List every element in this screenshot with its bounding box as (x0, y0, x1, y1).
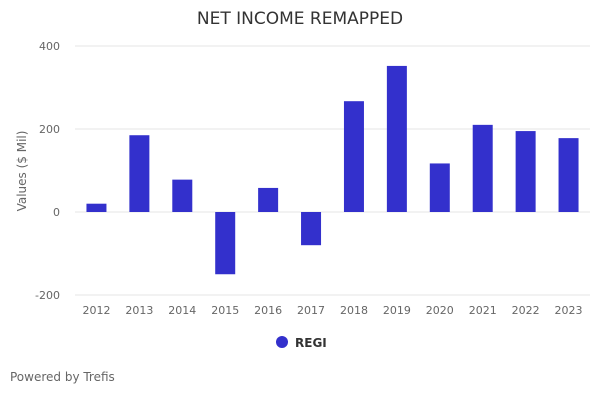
bar-2015[interactable] (215, 212, 236, 275)
y-axis-ticks: 400 200 0 -200 (35, 40, 60, 302)
x-tick-label: 2017 (297, 304, 325, 317)
x-tick-label: 2019 (383, 304, 411, 317)
legend-marker-regi (276, 336, 288, 348)
bar-2022[interactable] (515, 131, 536, 212)
legend-label-regi: REGI (295, 336, 327, 350)
x-tick-label: 2022 (512, 304, 540, 317)
x-tick-label: 2015 (211, 304, 239, 317)
bars (86, 65, 579, 275)
bar-2012[interactable] (86, 203, 107, 212)
x-tick-label: 2023 (555, 304, 583, 317)
bar-2014[interactable] (172, 179, 193, 212)
y-tick-label: 0 (53, 206, 60, 219)
x-tick-label: 2014 (168, 304, 196, 317)
credit-text: Powered by Trefis (10, 370, 115, 384)
bar-2018[interactable] (343, 101, 364, 212)
x-tick-label: 2021 (469, 304, 497, 317)
bar-2019[interactable] (386, 65, 407, 212)
bar-2023[interactable] (558, 138, 579, 212)
x-tick-label: 2013 (125, 304, 153, 317)
chart-title: NET INCOME REMAPPED (197, 9, 403, 29)
y-tick-label: 400 (39, 40, 60, 53)
y-axis-title: Values ($ Mil) (15, 131, 29, 212)
y-tick-label: 200 (39, 123, 60, 136)
x-axis-ticks: 2012 2013 2014 2015 2016 2017 2018 2019 2020 2021… (82, 304, 582, 317)
bar-2016[interactable] (258, 187, 279, 212)
x-tick-label: 2018 (340, 304, 368, 317)
legend[interactable]: REGI (276, 336, 327, 350)
bar-2021[interactable] (472, 124, 493, 212)
x-tick-label: 2012 (82, 304, 110, 317)
y-tick-label: -200 (35, 289, 60, 302)
x-tick-label: 2020 (426, 304, 454, 317)
bar-2013[interactable] (129, 135, 150, 212)
x-tick-label: 2016 (254, 304, 282, 317)
grid-lines (75, 45, 590, 296)
bar-2020[interactable] (429, 163, 450, 212)
bar-2017[interactable] (301, 212, 322, 246)
